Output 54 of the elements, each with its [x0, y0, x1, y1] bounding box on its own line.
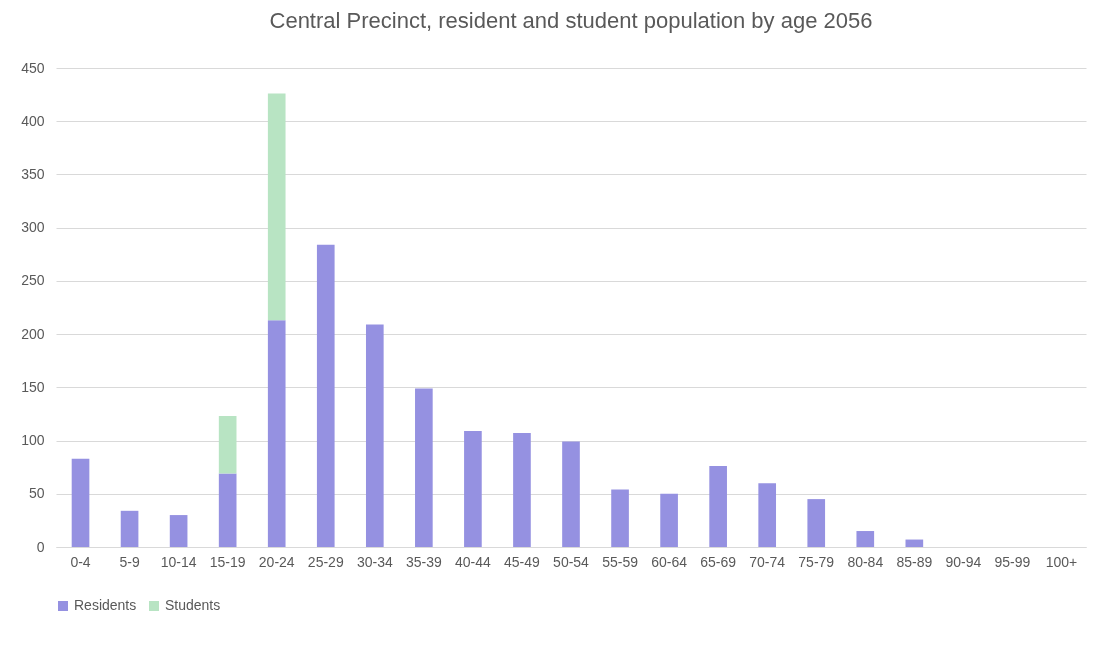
x-tick-label: 5-9 — [119, 553, 140, 570]
bar — [218, 473, 237, 547]
bar — [316, 244, 335, 547]
bar — [709, 466, 727, 547]
y-tick-label: 150 — [21, 378, 45, 395]
bar — [856, 531, 875, 547]
y-tick-label: 450 — [21, 59, 45, 76]
y-tick-label: 350 — [21, 165, 45, 182]
bar — [415, 388, 433, 547]
x-tick-label: 30-34 — [356, 553, 393, 570]
bar — [71, 458, 90, 547]
bar — [807, 499, 826, 547]
x-tick-label: 60-64 — [651, 553, 688, 570]
y-tick-label: 0 — [36, 538, 45, 555]
bar — [218, 416, 237, 474]
bar — [464, 430, 482, 547]
x-tick-label: 100+ — [1045, 553, 1078, 570]
y-tick-label: 200 — [21, 325, 45, 342]
x-tick-label: 95-99 — [994, 553, 1031, 570]
legend-label: Residents — [74, 597, 137, 613]
x-tick-label: 65-69 — [700, 553, 737, 570]
x-tick-label: 15-19 — [209, 553, 246, 570]
bar — [267, 320, 286, 547]
y-tick-label: 100 — [21, 432, 45, 449]
bar — [365, 324, 384, 547]
x-tick-label: 45-49 — [504, 553, 541, 570]
x-tick-label: 90-94 — [945, 553, 982, 570]
bar — [562, 441, 580, 547]
bar — [267, 93, 286, 321]
x-tick-label: 25-29 — [307, 553, 344, 570]
x-tick-label: 20-24 — [258, 553, 295, 570]
chart-title: Central Precinct, resident and student population by age 2056 — [269, 8, 873, 33]
y-tick-label: 300 — [21, 219, 45, 236]
y-tick-label: 50 — [28, 485, 45, 502]
bar — [169, 515, 188, 547]
bar — [758, 483, 777, 547]
x-tick-label: 80-84 — [847, 553, 884, 570]
bar — [611, 489, 629, 547]
x-tick-label: 75-79 — [798, 553, 835, 570]
x-tick-label: 40-44 — [455, 553, 492, 570]
x-tick-label: 35-39 — [405, 553, 442, 570]
x-tick-label: 55-59 — [602, 553, 639, 570]
x-tick-label: 85-89 — [896, 553, 933, 570]
bar — [513, 433, 531, 547]
x-tick-label: 10-14 — [160, 553, 197, 570]
x-tick-label: 70-74 — [749, 553, 786, 570]
bar — [905, 539, 924, 547]
y-tick-label: 400 — [21, 112, 45, 129]
legend-label: Students — [165, 597, 221, 613]
bar — [120, 510, 139, 547]
bar — [660, 493, 678, 547]
x-tick-label: 0-4 — [70, 553, 91, 570]
x-tick-label: 50-54 — [553, 553, 590, 570]
y-tick-label: 250 — [21, 272, 45, 289]
